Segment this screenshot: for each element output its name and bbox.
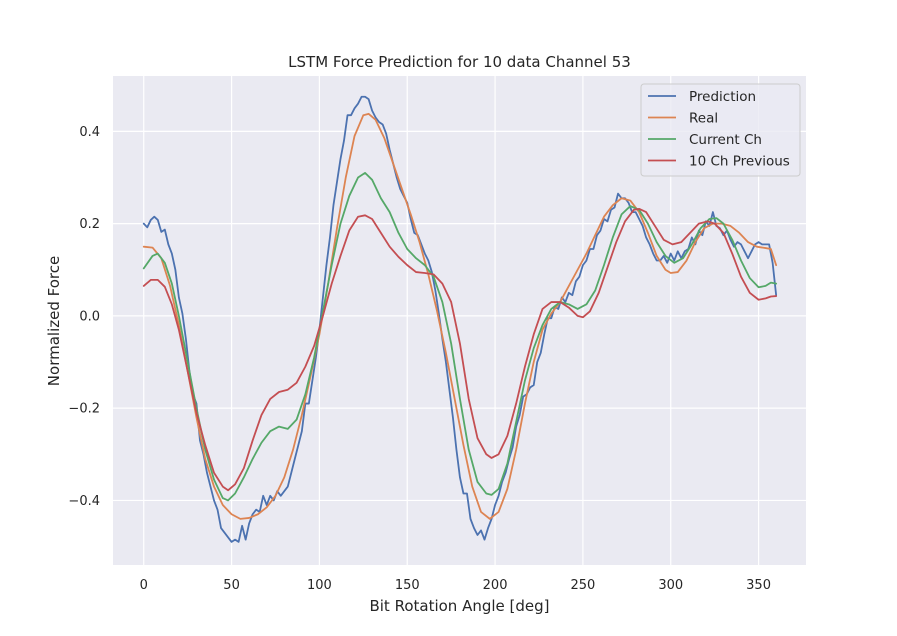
legend-box xyxy=(640,83,801,177)
x-tick-label: 300 xyxy=(658,578,683,593)
y-tick-label: 0.4 xyxy=(79,125,100,140)
x-axis-label: Bit Rotation Angle [deg] xyxy=(369,597,549,615)
legend-label: Current Ch xyxy=(689,132,762,148)
x-tick-label: 250 xyxy=(570,578,595,593)
x-tick-label: 150 xyxy=(395,578,420,593)
series-lines xyxy=(142,95,778,543)
legend-label: 10 Ch Previous xyxy=(689,154,790,170)
series-line xyxy=(142,95,778,543)
series-line xyxy=(142,171,778,502)
x-tick-label: 350 xyxy=(746,578,771,593)
legend-label: Prediction xyxy=(689,89,756,105)
x-tick-label: 100 xyxy=(307,578,332,593)
x-tick-label: 50 xyxy=(223,578,240,593)
y-tick-label: 0.0 xyxy=(79,309,100,324)
series-line xyxy=(142,112,778,520)
series-line xyxy=(142,207,778,492)
x-tick-label: 200 xyxy=(483,578,508,593)
x-tick-label: 0 xyxy=(140,578,148,593)
y-tick-label: −0.2 xyxy=(68,402,100,417)
y-tick-label: 0.2 xyxy=(79,217,100,232)
y-tick-labels: −0.4 −0.2 0.0 0.2 0.4 xyxy=(68,125,100,509)
chart-title: LSTM Force Prediction for 10 data Channe… xyxy=(288,53,631,71)
y-axis-label: Normalized Force xyxy=(45,256,63,386)
legend-label: Real xyxy=(689,111,718,127)
x-tick-labels: 0 50 100 150 200 250 300 350 xyxy=(140,578,771,593)
legend: Prediction Real Current Ch 10 Ch Previous xyxy=(640,83,801,177)
y-tick-label: −0.4 xyxy=(68,494,100,509)
